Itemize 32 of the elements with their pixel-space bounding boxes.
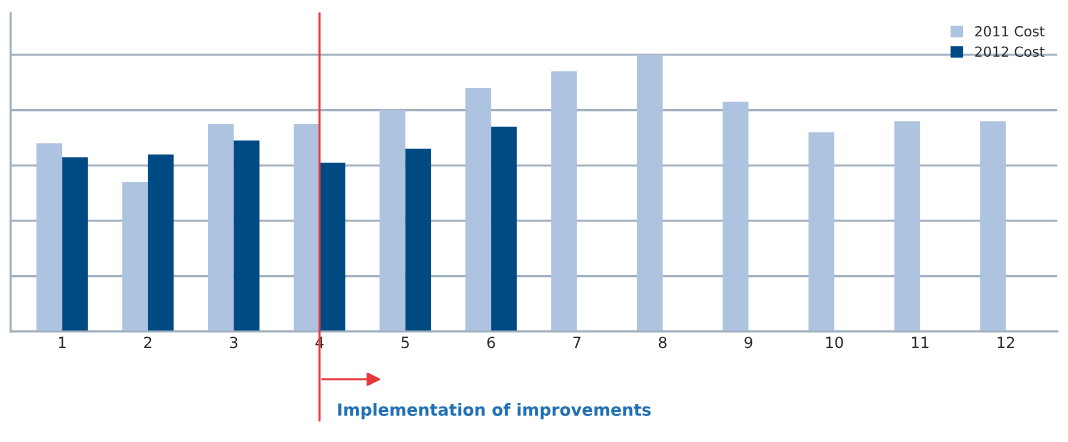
legend-label: 2012 Cost xyxy=(975,46,1045,57)
bar xyxy=(379,110,406,332)
annotation: Implementation of improvements xyxy=(338,402,651,420)
x-tick-label: 1 xyxy=(58,336,66,348)
x-tick-label: 9 xyxy=(744,336,753,349)
x-tick-label: 5 xyxy=(401,336,409,349)
bar xyxy=(894,121,921,332)
bar xyxy=(147,154,174,332)
bar xyxy=(491,126,517,332)
x-tick-label: 10 xyxy=(826,336,843,349)
x-tick-label: 7 xyxy=(573,336,581,348)
bar xyxy=(980,121,1006,332)
bar xyxy=(36,143,63,332)
x-tick-label: 12 xyxy=(997,336,1015,348)
bar xyxy=(62,157,88,332)
bar xyxy=(465,87,492,332)
x-tick-label: 3 xyxy=(230,336,238,349)
x-tick-label: 8 xyxy=(658,336,667,349)
bar xyxy=(208,123,234,332)
x-tick-label: 6 xyxy=(487,336,495,349)
bar xyxy=(636,54,663,332)
bar xyxy=(293,123,320,332)
legend-label: 2011 Cost xyxy=(975,26,1045,37)
bar xyxy=(808,132,835,332)
x-tick-label: 2 xyxy=(144,336,152,348)
bar xyxy=(551,71,577,332)
bar xyxy=(722,101,749,332)
bar xyxy=(319,162,346,332)
bar xyxy=(233,140,260,332)
bar xyxy=(122,182,148,332)
x-tick-label: 11 xyxy=(912,336,929,348)
bar xyxy=(405,148,432,332)
